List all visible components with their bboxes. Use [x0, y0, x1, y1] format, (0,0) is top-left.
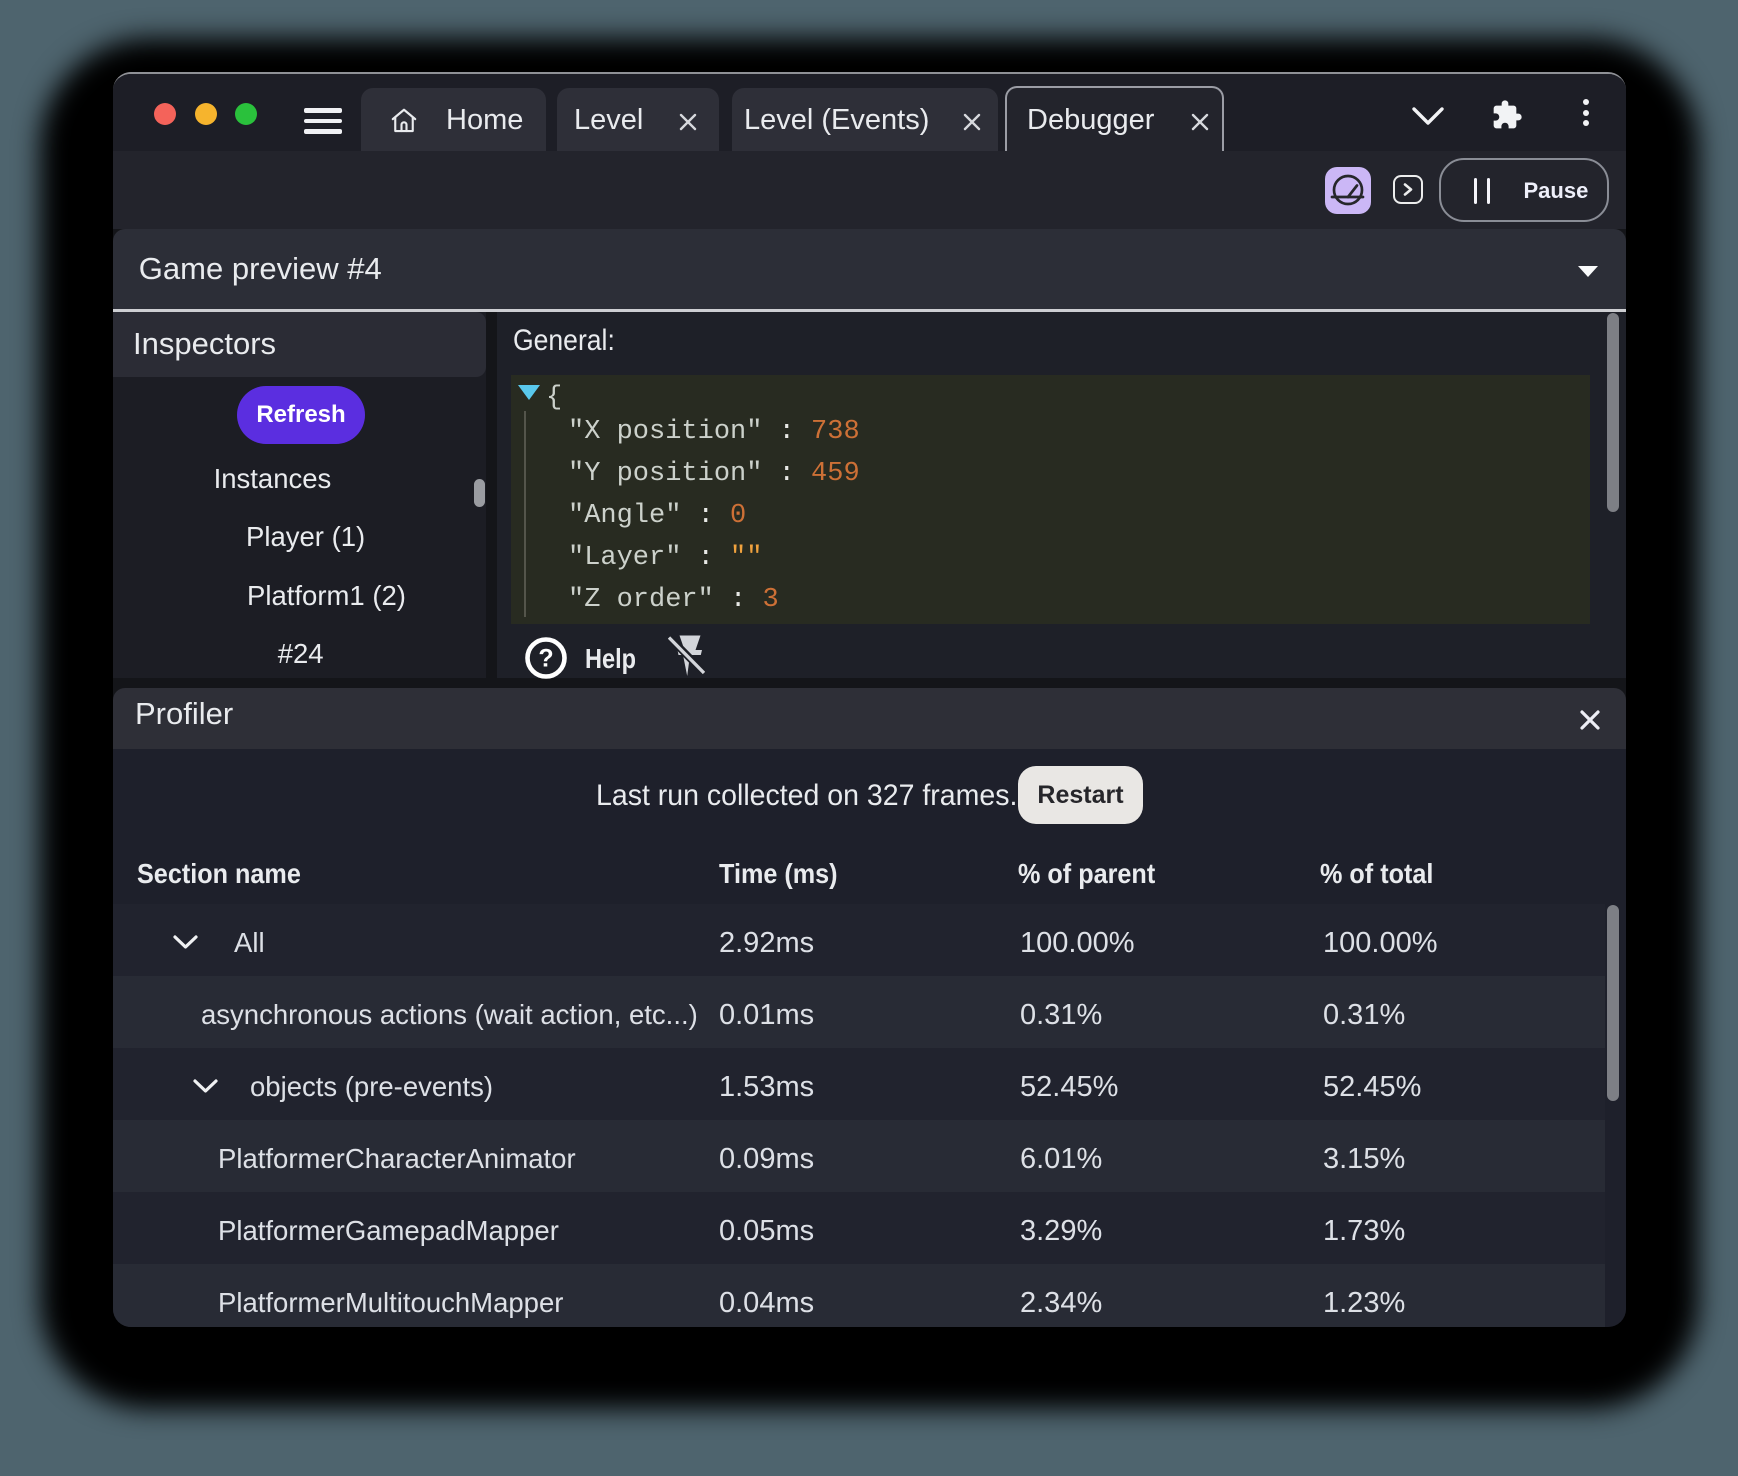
svg-text:?: ? — [538, 645, 553, 673]
